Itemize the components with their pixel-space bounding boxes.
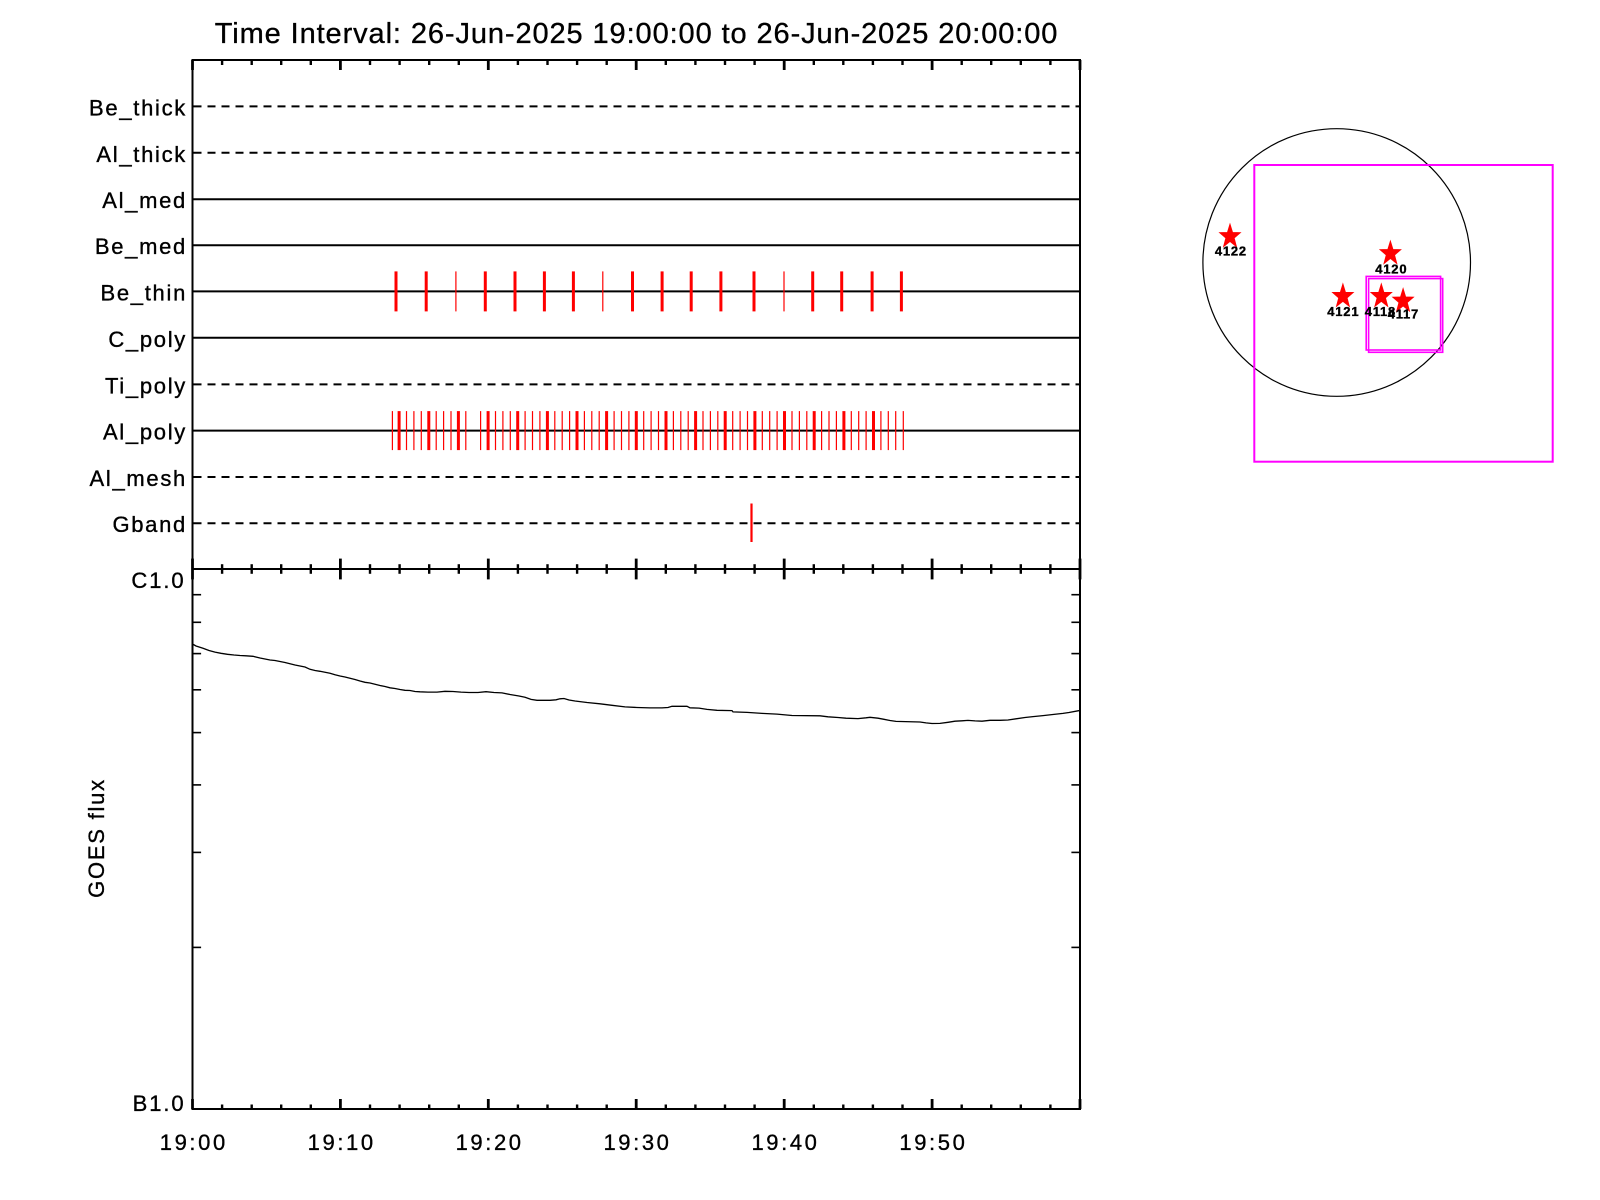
svg-text:B1.0: B1.0 xyxy=(133,1091,186,1116)
svg-text:Al_poly: Al_poly xyxy=(103,420,187,445)
svg-text:19:30: 19:30 xyxy=(603,1130,671,1155)
svg-text:Be_thin: Be_thin xyxy=(100,280,187,305)
svg-text:Al_mesh: Al_mesh xyxy=(90,466,188,491)
svg-text:4120: 4120 xyxy=(1375,261,1407,276)
svg-text:4117: 4117 xyxy=(1388,307,1419,322)
svg-text:Ti_poly: Ti_poly xyxy=(105,373,187,398)
svg-text:Be_med: Be_med xyxy=(95,234,187,259)
svg-text:Time Interval: 26-Jun-2025 19:: Time Interval: 26-Jun-2025 19:00:00 to 2… xyxy=(215,18,1059,50)
svg-text:Be_thick: Be_thick xyxy=(89,95,187,120)
svg-text:C1.0: C1.0 xyxy=(131,568,185,593)
svg-text:19:10: 19:10 xyxy=(308,1130,376,1155)
svg-text:Gband: Gband xyxy=(112,512,187,537)
svg-text:19:40: 19:40 xyxy=(751,1130,819,1155)
svg-text:GOES flux: GOES flux xyxy=(84,778,109,898)
svg-text:Al_med: Al_med xyxy=(102,188,187,213)
svg-text:19:00: 19:00 xyxy=(160,1130,228,1155)
svg-text:19:50: 19:50 xyxy=(899,1130,967,1155)
svg-text:4121: 4121 xyxy=(1327,304,1359,319)
svg-text:Al_thick: Al_thick xyxy=(96,142,187,167)
svg-text:C_poly: C_poly xyxy=(108,327,187,352)
svg-text:19:20: 19:20 xyxy=(456,1130,524,1155)
svg-text:4122: 4122 xyxy=(1215,244,1247,259)
svg-text:4118: 4118 xyxy=(1365,304,1396,319)
